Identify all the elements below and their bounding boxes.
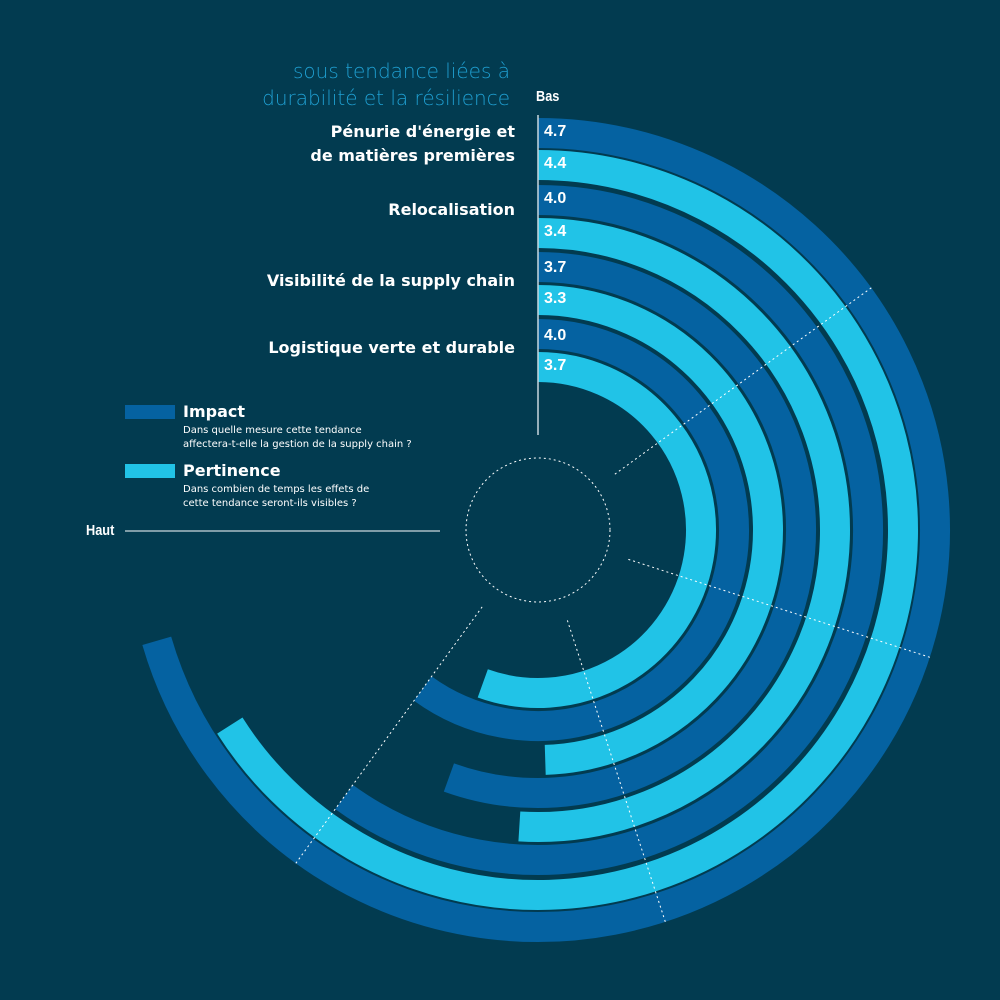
legend-description: Dans quelle mesure cette tendance affect… <box>183 424 412 452</box>
category-line: Pénurie d'énergie et <box>330 122 515 141</box>
bar-arc <box>477 352 716 708</box>
value-label: 3.7 <box>544 357 567 374</box>
legend-desc-line: cette tendance seront-ils visibles ? <box>183 498 357 509</box>
legend-desc-line: Dans quelle mesure cette tendance <box>183 425 362 436</box>
legend-label: Pertinence <box>183 461 281 480</box>
gridline <box>566 620 667 925</box>
axis-start-label: Bas <box>536 88 560 105</box>
value-label: 4.7 <box>544 123 567 140</box>
legend-swatch-impact <box>125 405 175 419</box>
value-label: 3.7 <box>544 259 567 276</box>
bar-arc <box>217 150 918 910</box>
legend-swatch-pertinence <box>125 464 175 478</box>
category-label-relocalisation: Relocalisation <box>388 200 515 219</box>
title-line-1: sous tendance liées à <box>293 59 510 83</box>
legend-desc-line: affectera-t-elle la gestion de la supply… <box>183 439 412 450</box>
category-label-energie: Pénurie d'énergie et de matières premièr… <box>310 120 515 168</box>
legend-item-pertinence: Pertinence Dans combien de temps les eff… <box>125 461 412 511</box>
bar-arc <box>142 118 950 942</box>
legend-desc-line: Dans combien de temps les effets de <box>183 484 370 495</box>
chart-title: sous tendance liées à durabilité et la r… <box>262 58 510 112</box>
gridline <box>628 558 933 659</box>
axis-end-label: Haut <box>86 522 115 539</box>
category-line: de matières premières <box>310 146 515 165</box>
bar-arc <box>443 252 816 808</box>
bar-arc <box>518 218 850 842</box>
inner-circle <box>465 457 611 603</box>
value-label: 3.4 <box>544 223 567 240</box>
legend-description: Dans combien de temps les effets de cett… <box>183 483 369 511</box>
bar-arc <box>335 185 883 875</box>
title-line-2: durabilité et la résilience <box>262 86 510 110</box>
gridline <box>293 606 483 867</box>
value-label: 3.3 <box>544 290 567 307</box>
category-label-visibilite: Visibilité de la supply chain <box>266 271 515 290</box>
legend-item-impact: Impact Dans quelle mesure cette tendance… <box>125 402 412 452</box>
legend-label: Impact <box>183 402 246 421</box>
value-label: 4.0 <box>544 190 567 207</box>
category-label-logistique: Logistique verte et durable <box>268 338 515 357</box>
legend: Impact Dans quelle mesure cette tendance… <box>125 402 412 511</box>
gridline <box>614 285 875 475</box>
bar-arc <box>537 285 783 775</box>
value-label: 4.0 <box>544 327 567 344</box>
value-label: 4.4 <box>544 155 567 172</box>
